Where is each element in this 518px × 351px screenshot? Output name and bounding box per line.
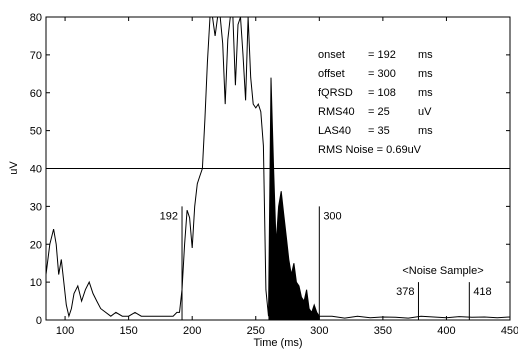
y-ticks: 0 10 20 30 40 50 60 70 80 [30, 12, 510, 327]
metric-value: = 300 [368, 68, 396, 80]
x-tick-label: 200 [183, 325, 201, 337]
y-tick-label: 40 [30, 164, 42, 176]
noise-sample-label: <Noise Sample> [402, 265, 483, 277]
metric-unit: ms [418, 68, 433, 80]
y-tick-label: 30 [30, 201, 42, 213]
rms-noise-text: RMS Noise = 0.69uV [318, 144, 422, 156]
signal-group [45, 16, 511, 319]
x-tick-label: 100 [56, 325, 74, 337]
metric-value: = 35 [368, 125, 390, 137]
y-tick-label: 60 [30, 88, 42, 100]
metric-value: = 25 [368, 106, 390, 118]
marker-label: 418 [473, 286, 491, 298]
metric-name: onset [318, 49, 345, 61]
metric-unit: ms [418, 87, 433, 99]
x-tick-label: 300 [310, 325, 328, 337]
x-tick-label: 150 [119, 325, 137, 337]
filled-area [268, 77, 320, 320]
y-tick-label: 10 [30, 277, 42, 289]
x-tick-label: 400 [437, 325, 455, 337]
metric-name: RMS40 [318, 106, 355, 118]
metrics-panel: onset = 192 ms offset = 300 ms fQRSD = 108 ms RMS… [318, 49, 433, 137]
metric-unit: uV [418, 106, 432, 118]
marker-label: 300 [323, 210, 341, 222]
y-tick-label: 70 [30, 50, 42, 62]
metric-value: = 192 [368, 49, 396, 61]
y-axis-label: uV [8, 161, 20, 175]
metric-name: fQRSD [318, 87, 353, 99]
marker-label: 192 [160, 210, 178, 222]
y-tick-label: 50 [30, 126, 42, 138]
marker-label: 378 [396, 286, 414, 298]
metric-name: offset [318, 68, 345, 80]
metric-unit: ms [418, 49, 433, 61]
x-axis-label: Time (ms) [253, 337, 302, 349]
metric-unit: ms [418, 125, 433, 137]
signal-line [45, 16, 511, 319]
metric-value: = 108 [368, 87, 396, 99]
x-tick-label: 350 [374, 325, 392, 337]
metric-name: LAS40 [318, 125, 351, 137]
y-tick-label: 80 [30, 12, 42, 24]
markers-group: 192 300 378 418 [160, 206, 492, 320]
x-ticks: 100 150 200 250 300 350 400 450 [56, 17, 518, 337]
x-tick-label: 250 [247, 325, 265, 337]
filled-region [268, 77, 320, 320]
y-tick-label: 20 [30, 239, 42, 251]
y-tick-label: 0 [36, 315, 42, 327]
x-tick-label: 450 [501, 325, 518, 337]
